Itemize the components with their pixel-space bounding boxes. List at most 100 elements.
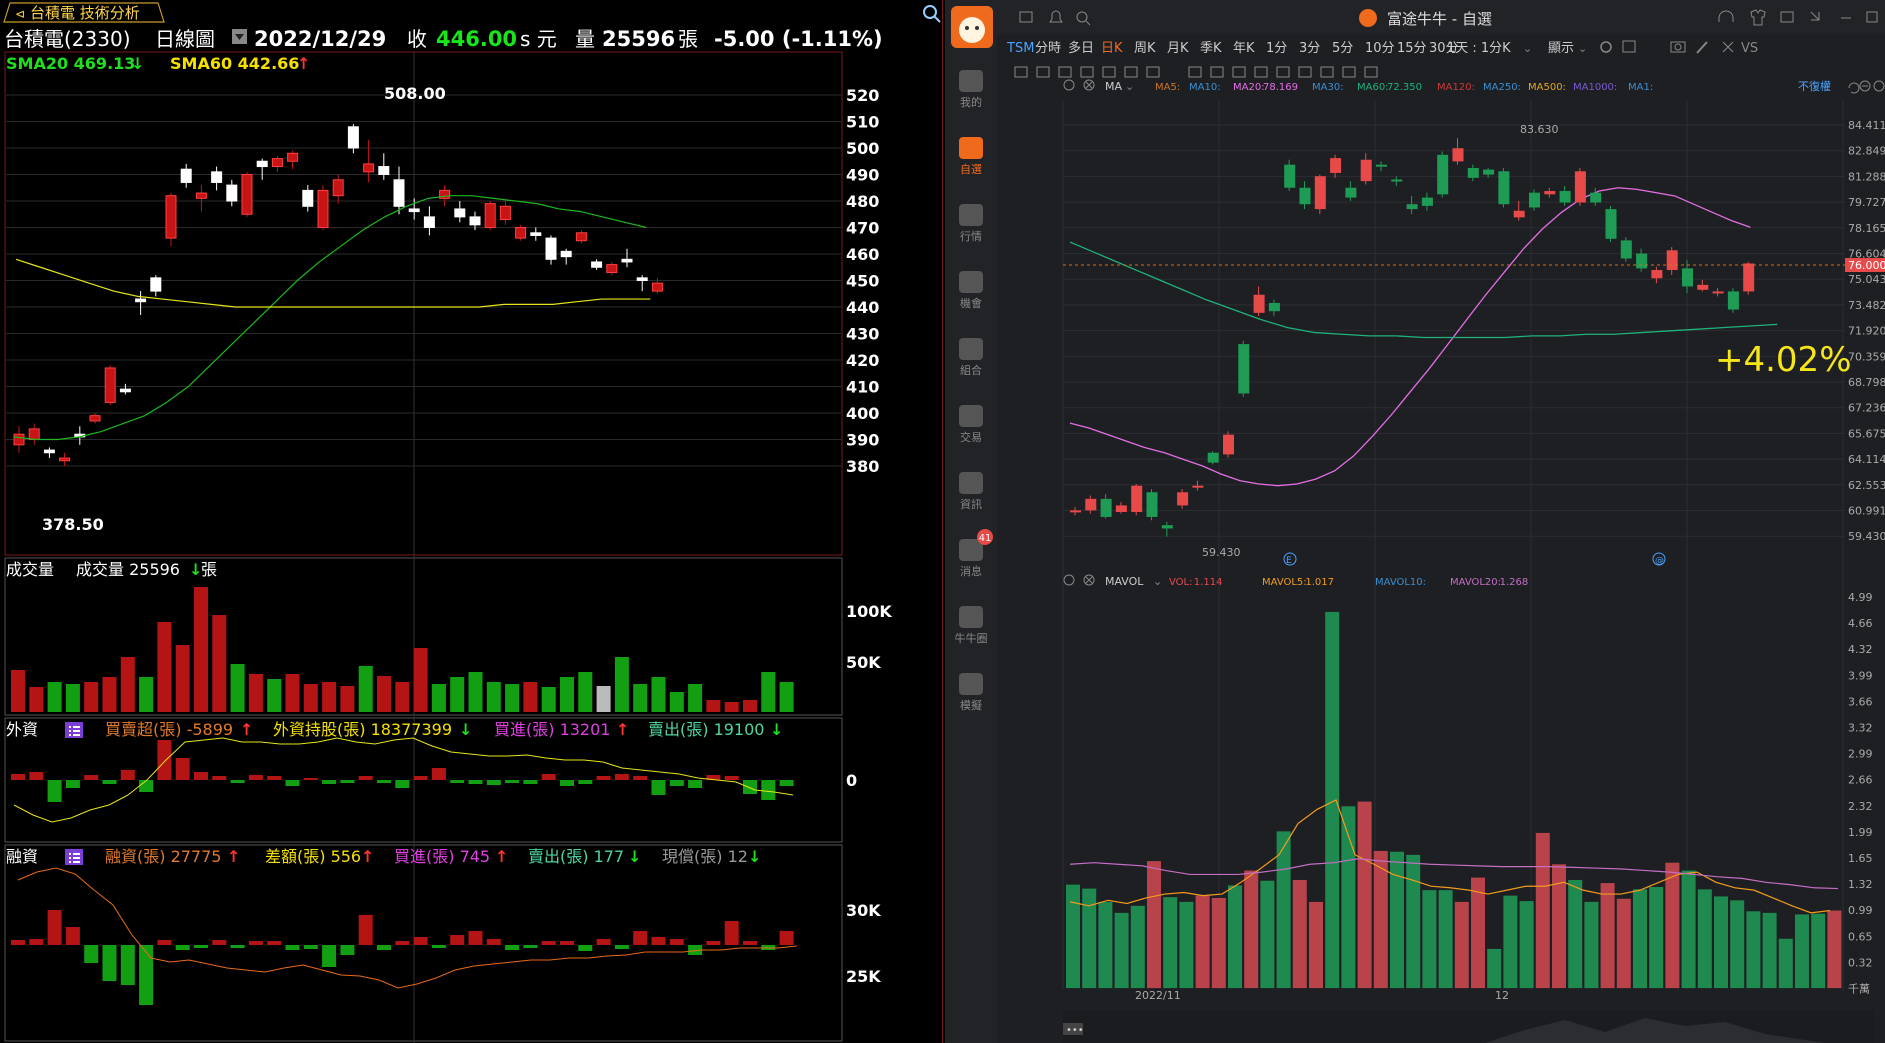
draw-tool-icon[interactable] bbox=[1014, 66, 1028, 78]
period-tab-5[interactable]: 季K bbox=[1200, 41, 1222, 56]
range-selector[interactable]: 1天 : 1分K bbox=[1447, 41, 1511, 56]
draw-tool-icon[interactable] bbox=[1232, 66, 1246, 78]
symbol-label[interactable]: TSM bbox=[1006, 41, 1034, 56]
sidebar-item-7[interactable]: 消息 bbox=[960, 564, 982, 578]
period-tab-7[interactable]: 1分 bbox=[1266, 41, 1287, 56]
draw-tool-icon[interactable] bbox=[1102, 66, 1116, 78]
period-tab-1[interactable]: 多日 bbox=[1068, 40, 1094, 56]
period-tab-11[interactable]: 15分 bbox=[1397, 41, 1427, 56]
foreign-bar bbox=[505, 780, 520, 783]
layout-icon[interactable] bbox=[1622, 40, 1636, 53]
camera-icon[interactable] bbox=[1670, 41, 1686, 53]
minimize-all-icon[interactable] bbox=[1780, 11, 1794, 23]
volume-grid: 4.99 4.66 4.32 3.99 3.66 3.32 2.99 2.66 2.32 1.99… bbox=[1848, 591, 1873, 996]
right-chart-canvas: 我的自選行情機會組合交易資訊消息牛牛圈模擬 41 富途牛牛 - 自選 TSM 分時多… bbox=[945, 0, 1885, 1043]
draw-tool-icon[interactable] bbox=[1188, 66, 1202, 78]
headset-icon[interactable] bbox=[1718, 10, 1734, 22]
bell-icon[interactable] bbox=[1049, 10, 1063, 23]
maximize-icon[interactable] bbox=[1866, 11, 1878, 23]
draw-tool-icon[interactable] bbox=[1364, 66, 1378, 78]
chevron-left-icon[interactable]: ⊲ bbox=[15, 7, 25, 21]
period-tab-4[interactable]: 月K bbox=[1167, 41, 1189, 56]
display-menu[interactable]: 顯示 bbox=[1548, 41, 1574, 56]
display-chevron-icon[interactable]: ⌄ bbox=[1578, 42, 1587, 55]
vol-gear-icon[interactable] bbox=[1063, 574, 1075, 586]
draw-tool-icon[interactable] bbox=[1058, 66, 1072, 78]
price-tick: 460 bbox=[846, 245, 879, 264]
candle-body bbox=[1498, 171, 1510, 205]
draw-tool-icon[interactable] bbox=[1210, 66, 1224, 78]
vs-label[interactable]: VS bbox=[1741, 41, 1758, 56]
dividend-marker-icon[interactable]: @ bbox=[1652, 552, 1666, 566]
pen-icon[interactable] bbox=[1696, 41, 1708, 54]
period-tab-10[interactable]: 10分 bbox=[1365, 41, 1395, 56]
margin-bar bbox=[175, 945, 190, 950]
draw-tool-icon[interactable] bbox=[1298, 66, 1312, 78]
crosshair-icon[interactable] bbox=[1722, 41, 1734, 53]
collapse-icon[interactable] bbox=[1810, 11, 1820, 21]
undo-icon[interactable] bbox=[1848, 82, 1860, 94]
settings-icon[interactable] bbox=[1600, 41, 1612, 53]
period-tab-12[interactable]: 30分 bbox=[1429, 41, 1459, 56]
sidebar-item-5[interactable]: 交易 bbox=[960, 430, 982, 444]
period-tab-6[interactable]: 年K bbox=[1233, 41, 1255, 56]
margin-bar bbox=[431, 945, 446, 948]
volume-bar bbox=[578, 672, 593, 712]
adjust-mode[interactable]: 不復權 bbox=[1798, 80, 1831, 93]
volume-bar bbox=[1552, 864, 1566, 989]
sidebar-item-2[interactable]: 行情 bbox=[960, 230, 982, 243]
foreign-buy-arrow-icon: ↑ bbox=[616, 720, 629, 739]
shirt-icon[interactable] bbox=[1750, 9, 1766, 26]
sidebar-item-4[interactable]: 組合 bbox=[960, 363, 982, 377]
vol-tick: 2.99 bbox=[1848, 748, 1873, 761]
volume-arrow-icon: ↓ bbox=[189, 560, 202, 579]
sidebar-item-6[interactable]: 資訊 bbox=[960, 497, 982, 511]
search-icon[interactable] bbox=[1076, 11, 1091, 26]
volume-bar bbox=[1130, 905, 1145, 989]
draw-tool-icon[interactable] bbox=[1036, 66, 1050, 78]
sidebar-item-0[interactable]: 我的 bbox=[960, 95, 982, 109]
period-tab-2[interactable]: 日K bbox=[1101, 41, 1123, 56]
minus-circle-icon[interactable] bbox=[1859, 80, 1871, 92]
draw-tool-icon[interactable] bbox=[1080, 66, 1094, 78]
period-label: 日線圖 bbox=[155, 27, 215, 51]
more-icon[interactable] bbox=[1063, 1023, 1083, 1035]
ma-chevron-icon[interactable]: ⌄ bbox=[1125, 80, 1134, 93]
sidebar-item-1[interactable]: 自選 bbox=[960, 163, 982, 176]
mavol-indicator-label[interactable]: MAVOL bbox=[1105, 575, 1144, 588]
draw-tool-icon[interactable] bbox=[1254, 66, 1268, 78]
draw-tool-icon[interactable] bbox=[1124, 66, 1138, 78]
vol-close-icon[interactable] bbox=[1083, 574, 1095, 586]
draw-tool-icon[interactable] bbox=[1342, 66, 1356, 78]
close-icon[interactable] bbox=[1083, 79, 1095, 91]
mavol-chevron-icon[interactable]: ⌄ bbox=[1153, 575, 1162, 588]
tab-technical-analysis[interactable] bbox=[3, 2, 165, 23]
period-tab-8[interactable]: 3分 bbox=[1299, 41, 1320, 56]
sidebar-item-9[interactable]: 模擬 bbox=[960, 698, 982, 712]
volume-bar bbox=[1487, 948, 1502, 989]
x-circle-icon[interactable] bbox=[1873, 80, 1885, 92]
period-tab-3[interactable]: 周K bbox=[1134, 41, 1156, 56]
ma-label-8: MA1000: bbox=[1573, 82, 1617, 93]
sidebar-toggle-icon[interactable] bbox=[1019, 11, 1033, 23]
price-tick: 71.920 bbox=[1848, 325, 1885, 338]
gear-icon[interactable] bbox=[1063, 79, 1075, 91]
earnings-marker-icon[interactable]: E bbox=[1283, 552, 1297, 566]
sidebar-item-3[interactable]: 機會 bbox=[960, 296, 982, 310]
range-chevron-icon[interactable]: ⌄ bbox=[1523, 42, 1532, 55]
tab-label: 台積電 技術分析 bbox=[30, 4, 140, 22]
volume-bar bbox=[1778, 938, 1793, 989]
draw-tool-icon[interactable] bbox=[1320, 66, 1334, 78]
sidebar-item-8[interactable]: 牛牛圈 bbox=[955, 631, 988, 645]
vol-tick: 千萬 bbox=[1848, 983, 1870, 996]
vol-tick: 4.99 bbox=[1848, 591, 1873, 604]
price-tick: 79.727 bbox=[1848, 196, 1885, 209]
candle-body bbox=[1253, 294, 1265, 313]
draw-tool-icon[interactable] bbox=[1276, 66, 1290, 78]
draw-tool-icon[interactable] bbox=[1146, 66, 1160, 78]
zoom-icon[interactable] bbox=[923, 5, 941, 23]
mavol20-line bbox=[1069, 858, 1839, 890]
period-tab-0[interactable]: 分時 bbox=[1035, 41, 1061, 56]
ma-indicator-label[interactable]: MA bbox=[1105, 80, 1122, 93]
period-tab-9[interactable]: 5分 bbox=[1332, 41, 1353, 56]
